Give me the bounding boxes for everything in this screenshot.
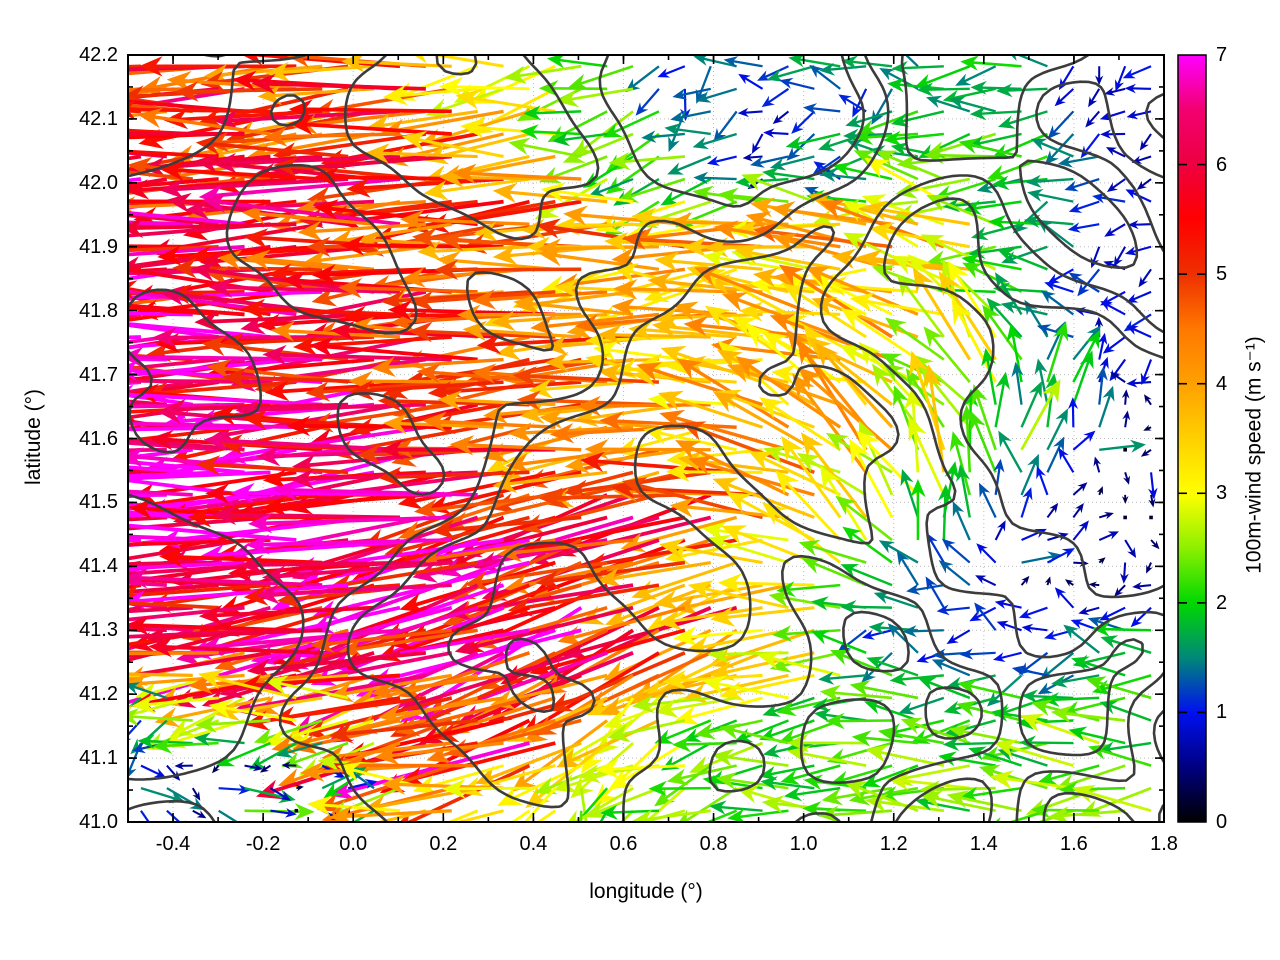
colorbar-tick-label: 1 <box>1216 701 1228 724</box>
y-tick-label: 41.1 <box>79 747 118 770</box>
y-tick-label: 42.1 <box>79 107 118 130</box>
y-tick-label: 41.4 <box>79 555 118 578</box>
colorbar-tick-label: 3 <box>1216 482 1228 505</box>
y-axis-label: latitude (°) <box>22 389 45 485</box>
x-tick-label: 1.4 <box>969 833 998 855</box>
contour-layer <box>128 55 1164 822</box>
y-tick-label: 41.0 <box>79 811 118 833</box>
colorbar-tick-label: 6 <box>1216 153 1228 176</box>
quiver-layer <box>128 55 1160 822</box>
contour-level <box>128 55 1164 822</box>
x-tick-label: 1.8 <box>1150 833 1178 855</box>
x-tick-label: 0.6 <box>609 833 638 855</box>
y-tick-label: 41.6 <box>79 427 118 450</box>
x-axis-label: longitude (°) <box>589 880 703 903</box>
colorbar <box>1177 54 1207 823</box>
colorbar-label: 100m-wind speed (m s⁻¹) <box>1242 336 1266 574</box>
colorbar-gradient <box>1178 55 1206 822</box>
y-tick-label: 41.7 <box>79 363 118 386</box>
y-tick-label: 41.8 <box>79 299 118 322</box>
colorbar-tick-label: 0 <box>1216 811 1228 833</box>
plot-border-and-ticks <box>127 54 1165 823</box>
y-tick-label: 42.2 <box>79 44 118 66</box>
x-tick-label: 0.4 <box>519 833 548 855</box>
colorbar-tick-label: 2 <box>1216 591 1228 614</box>
x-tick-label: -0.2 <box>245 833 281 855</box>
x-tick-label: 0.8 <box>699 833 728 855</box>
x-tick-label: 0.2 <box>429 833 458 855</box>
x-tick-label: -0.4 <box>155 833 191 855</box>
y-tick-label: 41.3 <box>79 619 118 642</box>
x-tick-label: 1.2 <box>879 833 908 855</box>
x-tick-label: 1.6 <box>1060 833 1088 855</box>
y-tick-label: 42.0 <box>79 171 118 194</box>
y-tick-label: 41.2 <box>79 683 118 706</box>
contour-level <box>346 55 1164 822</box>
y-tick-label: 41.9 <box>79 235 118 258</box>
colorbar-tick-label: 7 <box>1216 44 1228 66</box>
y-tick-label: 41.5 <box>79 491 118 514</box>
colorbar-tick-label: 5 <box>1216 263 1228 286</box>
colorbar-tick-label: 4 <box>1216 372 1228 395</box>
x-tick-label: 1.0 <box>789 833 818 855</box>
x-tick-label: 0.0 <box>339 833 368 855</box>
